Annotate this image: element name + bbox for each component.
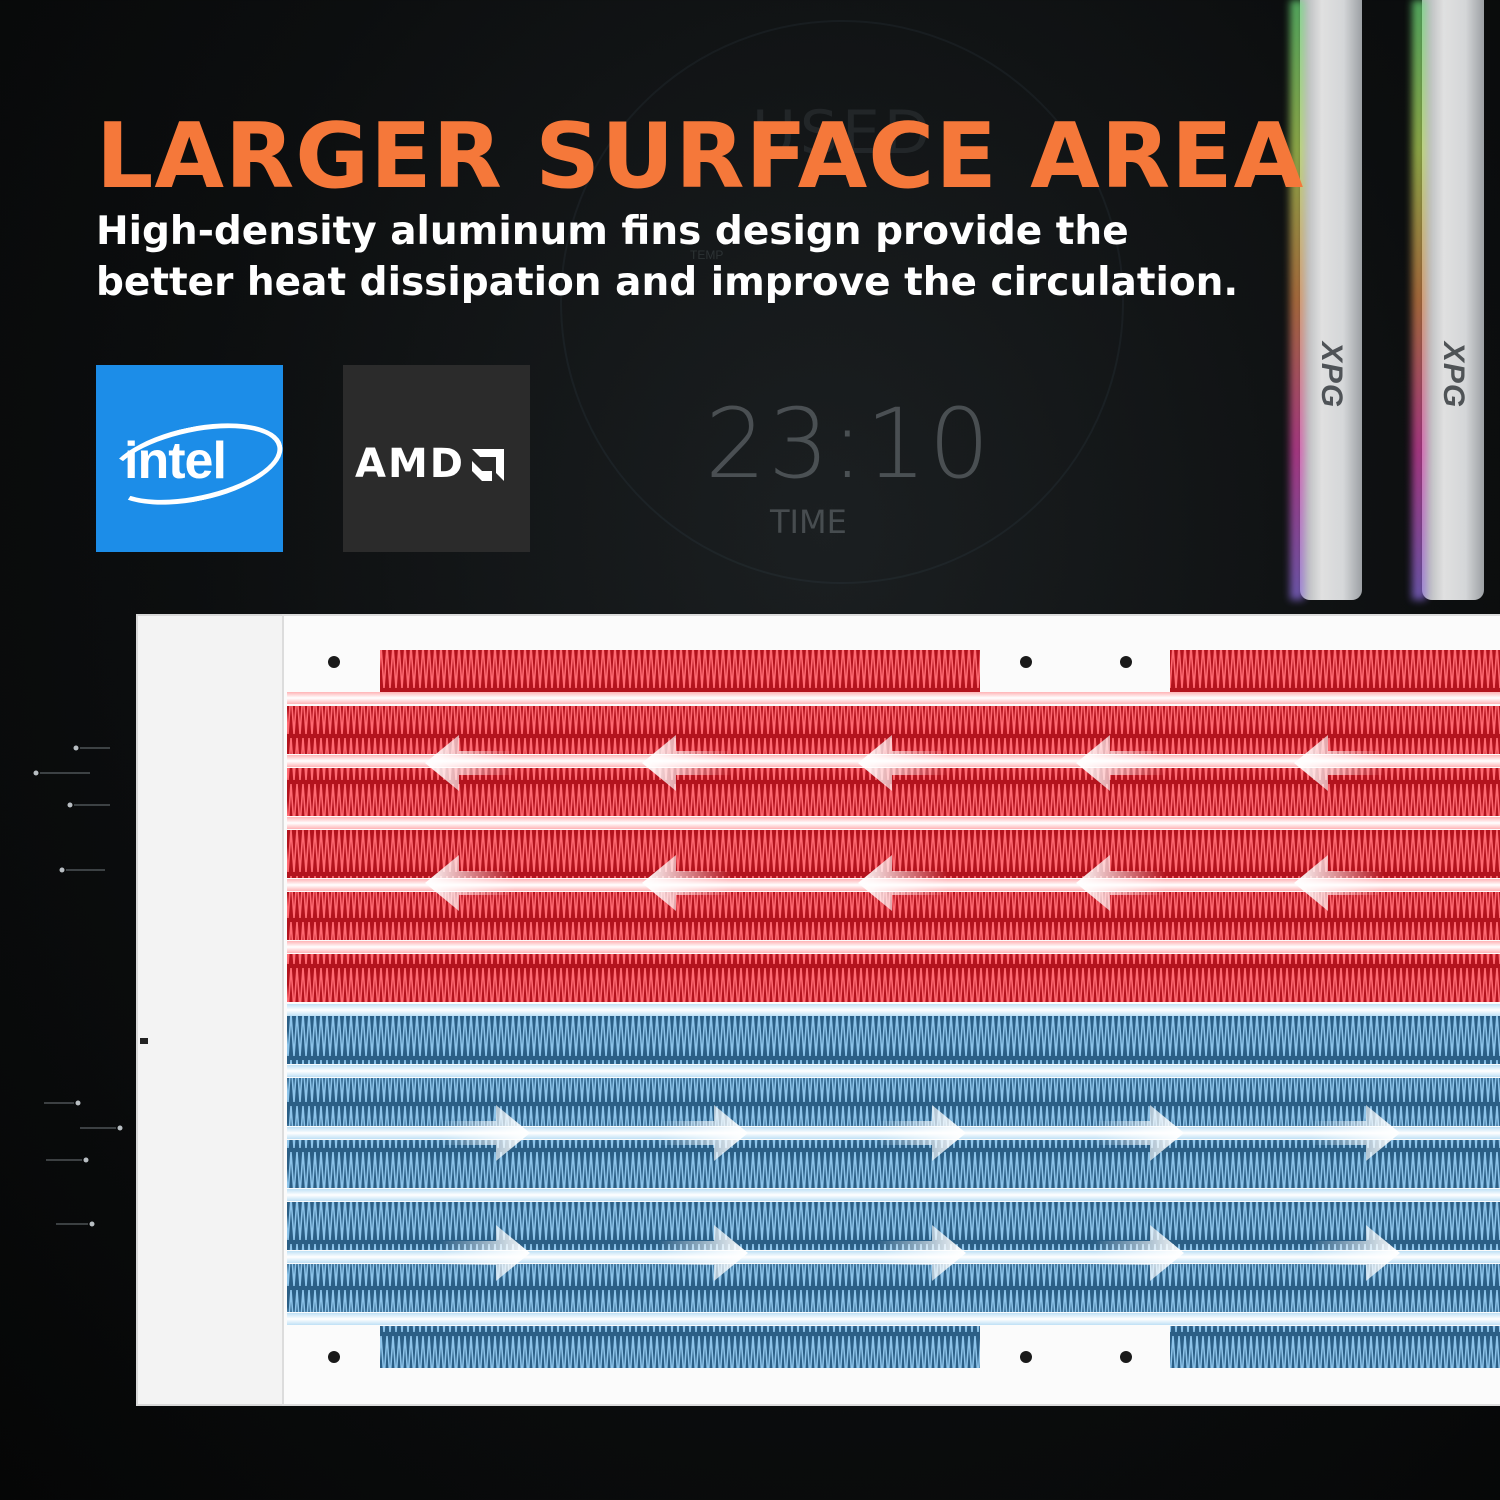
cold-fin-section <box>287 1004 1500 1368</box>
hot-fin-section <box>287 650 1500 1002</box>
amd-logo-tile: AMD <box>343 365 530 552</box>
end-tank <box>137 615 283 1405</box>
motion-dots <box>33 745 123 1227</box>
intel-logo-tile: intel <box>96 365 290 552</box>
amd-arrow-icon <box>472 449 504 481</box>
page-subtitle: High-density aluminum fins design provid… <box>96 209 1239 305</box>
page-title: LARGER SURFACE AREA <box>96 104 1305 209</box>
amd-logo-text: AMD <box>355 441 465 487</box>
intel-logo-text: intel <box>124 432 227 490</box>
mounting-holes <box>328 656 1132 1363</box>
